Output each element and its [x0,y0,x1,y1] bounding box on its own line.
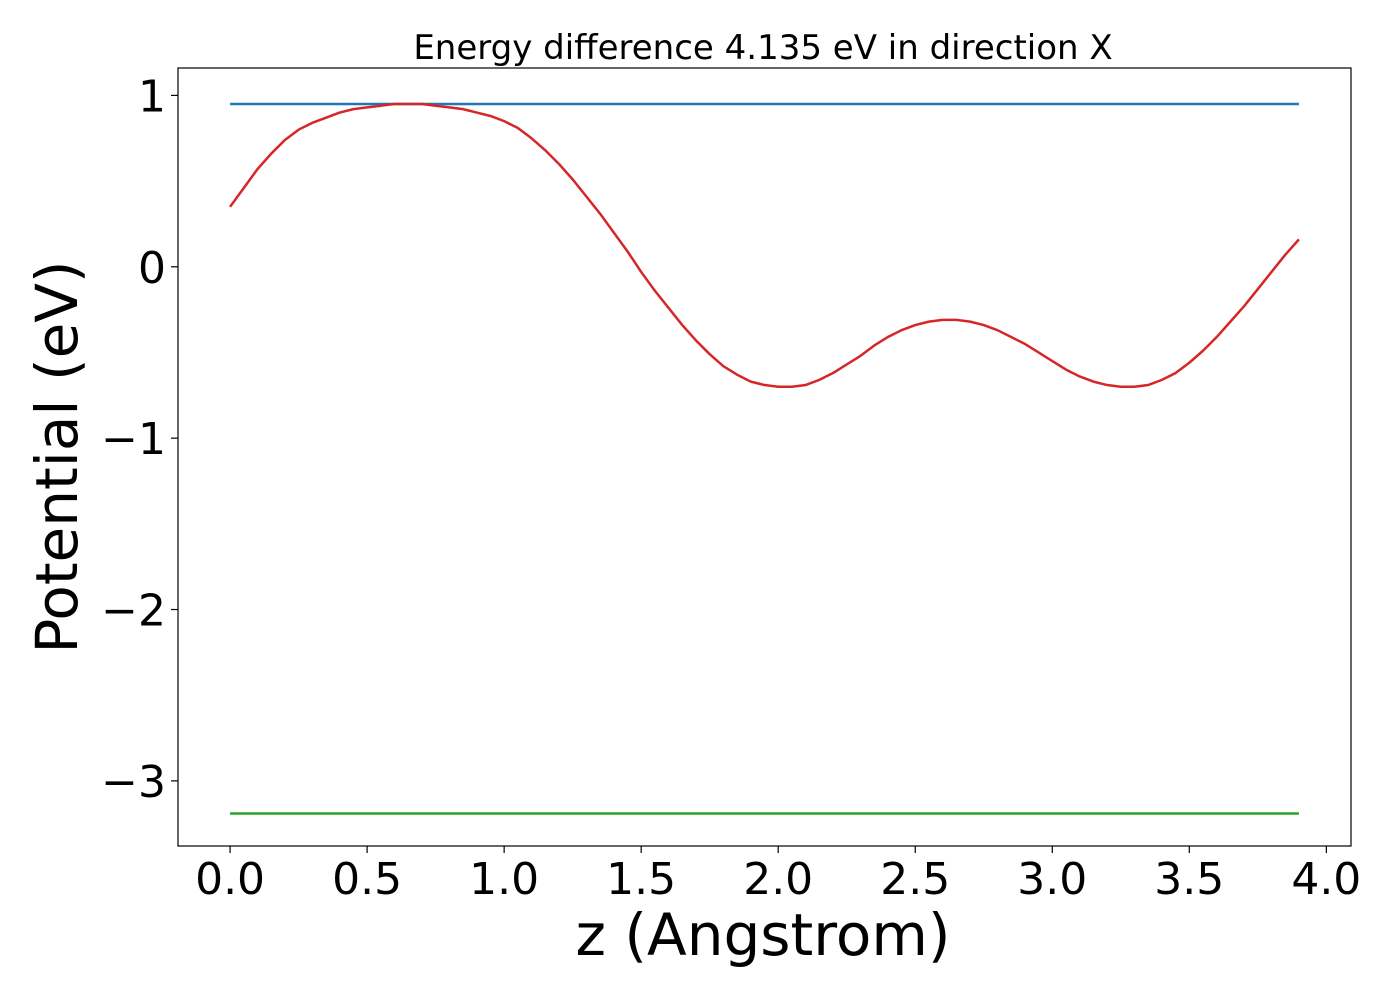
chart-title: Energy difference 4.135 eV in direction … [413,28,1112,68]
plot-area [177,67,1352,847]
x-tick-label: 3.0 [1017,854,1087,905]
plot-frame [177,67,1352,847]
x-axis: 0.0 0.5 1.0 1.5 2.0 2.5 3.0 3.5 4.0 [195,846,1361,905]
x-tick-label: 0.5 [332,854,402,905]
series-line-2 [229,102,1300,388]
x-tick-label: 1.0 [469,854,539,905]
x-axis-label: z (Angstrom) [576,901,951,969]
y-tick-label: −2 [101,586,166,637]
x-tick-label: 0.0 [195,854,265,905]
y-tick-label: 0 [138,243,166,294]
x-tick-label: 1.5 [606,854,676,905]
x-tick-label: 3.5 [1154,854,1224,905]
y-tick-label: −3 [101,757,166,808]
y-tick-label: 1 [138,71,166,122]
x-tick-label: 2.5 [880,854,950,905]
x-tick-label: 2.0 [743,854,813,905]
y-tick-label: −1 [101,414,166,465]
y-axis: 1 0 −1 −2 −3 [101,71,178,808]
y-axis-label: Potential (eV) [23,260,91,653]
x-tick-label: 4.0 [1291,854,1361,905]
